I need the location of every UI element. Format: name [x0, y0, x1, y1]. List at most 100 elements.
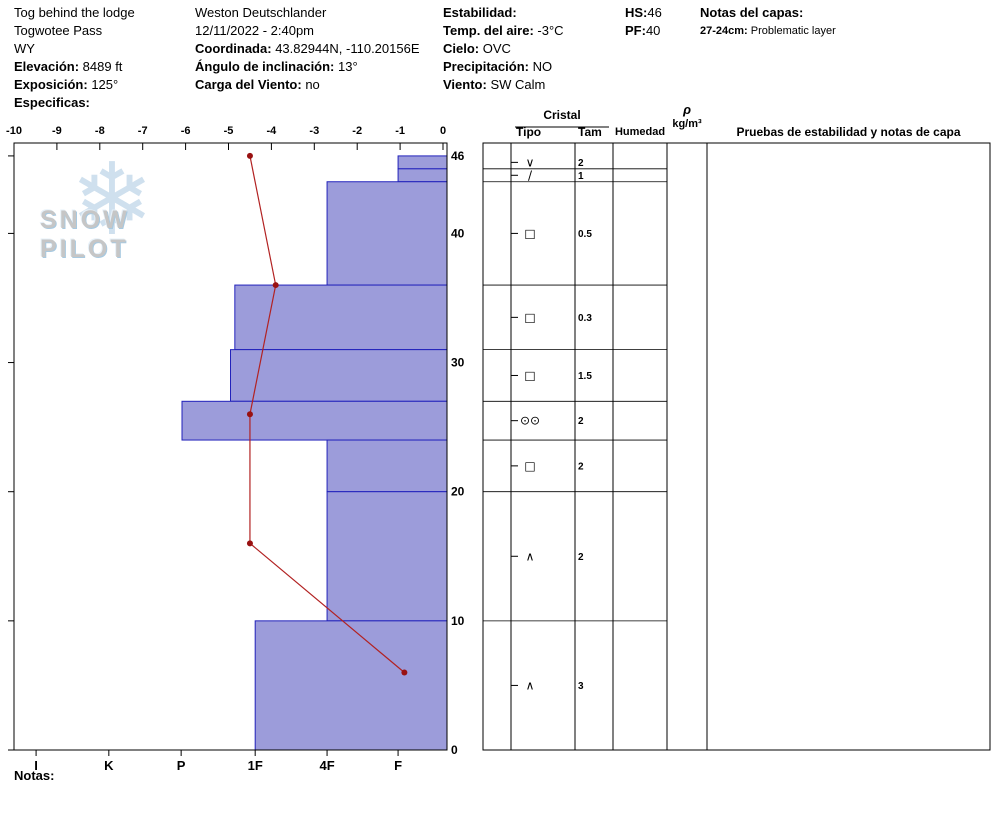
hs-row: HS:46	[625, 4, 662, 22]
grain-type-symbol: □	[524, 459, 535, 473]
col-header-density-symbol: ρ	[683, 102, 691, 117]
temp-axis-tick-label: -10	[6, 125, 22, 137]
depth-axis-label: 40	[451, 226, 465, 240]
hardness-bar	[326, 181, 448, 286]
snowpilot-watermark: ❄ SNOW PILOT	[38, 150, 228, 277]
sky-row: Cielo: OVC	[443, 40, 564, 58]
grain-size-value: 0.3	[578, 313, 592, 324]
grain-type-symbol: □	[524, 368, 535, 382]
aspect-value: 125°	[91, 77, 119, 92]
layer-note-row: 27-24cm: Problematic layer	[700, 22, 836, 40]
hardness-bar	[181, 400, 448, 441]
temp-axis-tick-label: -8	[95, 125, 105, 137]
pf-value: 40	[645, 23, 661, 38]
hardness-bar	[326, 491, 448, 622]
temperature-point	[272, 282, 279, 289]
hardness-axis-label: P	[177, 758, 186, 773]
aspect-row: Exposición: 125°	[14, 76, 135, 94]
grain-type-symbol: ∨	[526, 155, 535, 169]
depth-axis-label: 10	[451, 614, 465, 628]
temperature-point	[246, 152, 253, 159]
hs-value: 46	[647, 5, 662, 20]
temperature-point	[246, 411, 253, 418]
slope-angle-label: Ángulo de inclinación:	[195, 59, 335, 74]
precip-label: Precipitación:	[443, 59, 529, 74]
header-hs-pf-block: HS:46 PF:40	[625, 4, 662, 40]
temp-axis-tick-label: 0	[440, 125, 446, 137]
hardness-axis-label: 1F	[248, 758, 263, 773]
grain-size-value: 2	[578, 552, 584, 563]
hardness-bar	[254, 620, 448, 751]
sky-value: OVC	[482, 41, 511, 56]
elevation-label: Elevación:	[14, 59, 80, 74]
wind-label: Viento:	[443, 77, 487, 92]
temp-axis-tick-label: -3	[309, 125, 319, 137]
header-location-block: Tog behind the lodge Togwotee Pass WY El…	[14, 4, 135, 112]
depth-axis-label: 30	[451, 356, 465, 370]
hardness-bar	[397, 155, 448, 170]
col-header-density-unit: kg/m³	[672, 118, 702, 130]
wind-loading-label: Carga del Viento:	[195, 77, 302, 92]
observer-name: Weston Deutschlander	[195, 5, 327, 20]
notes-label: Notas:	[14, 768, 55, 783]
temp-axis-tick-label: -9	[52, 125, 62, 137]
header-conditions-block: Estabilidad: Temp. del aire: -3°C Cielo:…	[443, 4, 564, 94]
specifics-label: Especificas:	[14, 95, 90, 110]
grain-type-symbol: ∧	[526, 678, 535, 692]
hardness-bar	[234, 284, 448, 351]
wind-loading-value: no	[305, 77, 320, 92]
precip-value: NO	[532, 59, 553, 74]
air-temp-value: -3°C	[537, 23, 564, 38]
temp-axis-tick-label: -6	[181, 125, 191, 137]
grain-type-symbol: /	[528, 168, 533, 182]
pit-name: Tog behind the lodge	[14, 5, 135, 20]
coordinates-value: 43.82944N, -110.20156E	[275, 41, 420, 56]
temp-axis-tick-label: -1	[395, 125, 405, 137]
header-layer-notes-block: Notas del capas: 27-24cm: Problematic la…	[700, 4, 836, 40]
grain-size-value: 1	[578, 171, 584, 182]
layer-note-range: 27-24cm:	[700, 25, 748, 37]
temperature-point	[401, 669, 408, 676]
temp-axis-tick-label: -7	[138, 125, 148, 137]
temperature-point	[246, 540, 253, 547]
stability-label: Estabilidad:	[443, 5, 517, 20]
elevation-value: 8489 ft	[82, 59, 123, 74]
col-header-cristal: Cristal	[543, 108, 581, 122]
temp-axis-tick-label: -5	[224, 125, 234, 137]
table-border	[482, 142, 991, 751]
precip-row: Precipitación: NO	[443, 58, 564, 76]
hardness-axis-label: F	[394, 758, 402, 773]
temperature-line	[249, 155, 405, 673]
hardness-axis-label: 4F	[319, 758, 334, 773]
coordinates-label: Coordinada:	[195, 41, 272, 56]
layer-notes-label: Notas del capas:	[700, 5, 804, 20]
grain-size-value: 2	[578, 158, 584, 169]
hardness-axis-label: K	[104, 758, 114, 773]
area-name: Togwotee Pass	[14, 23, 103, 38]
col-header-tipo: Tipo	[516, 125, 542, 139]
watermark-text: SNOW PILOT	[40, 206, 130, 263]
temp-axis-tick-label: -4	[267, 125, 278, 137]
depth-axis-label: 20	[451, 485, 465, 499]
grain-size-value: 3	[578, 681, 584, 692]
temp-axis-tick-label: -2	[352, 125, 362, 137]
coordinates-row: Coordinada: 43.82944N, -110.20156E	[195, 40, 420, 58]
layer-note-text: Problematic layer	[750, 25, 836, 37]
wind-value: SW Calm	[490, 77, 546, 92]
pf-label: PF:	[625, 23, 646, 38]
grain-size-value: 0.5	[578, 229, 592, 240]
grain-size-value: 1.5	[578, 371, 592, 382]
pit-datetime: 12/11/2022 - 2:40pm	[195, 23, 315, 38]
col-header-humedad: Humedad	[614, 126, 666, 138]
slope-angle-row: Ángulo de inclinación: 13°	[195, 58, 420, 76]
grain-type-symbol: □	[524, 226, 535, 240]
header-observer-block: Weston Deutschlander 12/11/2022 - 2:40pm…	[195, 4, 420, 94]
hs-label: HS:	[625, 5, 648, 20]
grain-size-value: 2	[578, 461, 584, 472]
grain-type-symbol: □	[524, 310, 535, 324]
hardness-bar	[230, 349, 448, 402]
col-header-stability-tests: Pruebas de estabilidad y notas de capa	[736, 125, 961, 139]
wind-row: Viento: SW Calm	[443, 76, 564, 94]
hardness-bar	[397, 168, 448, 183]
state-name: WY	[14, 41, 35, 56]
